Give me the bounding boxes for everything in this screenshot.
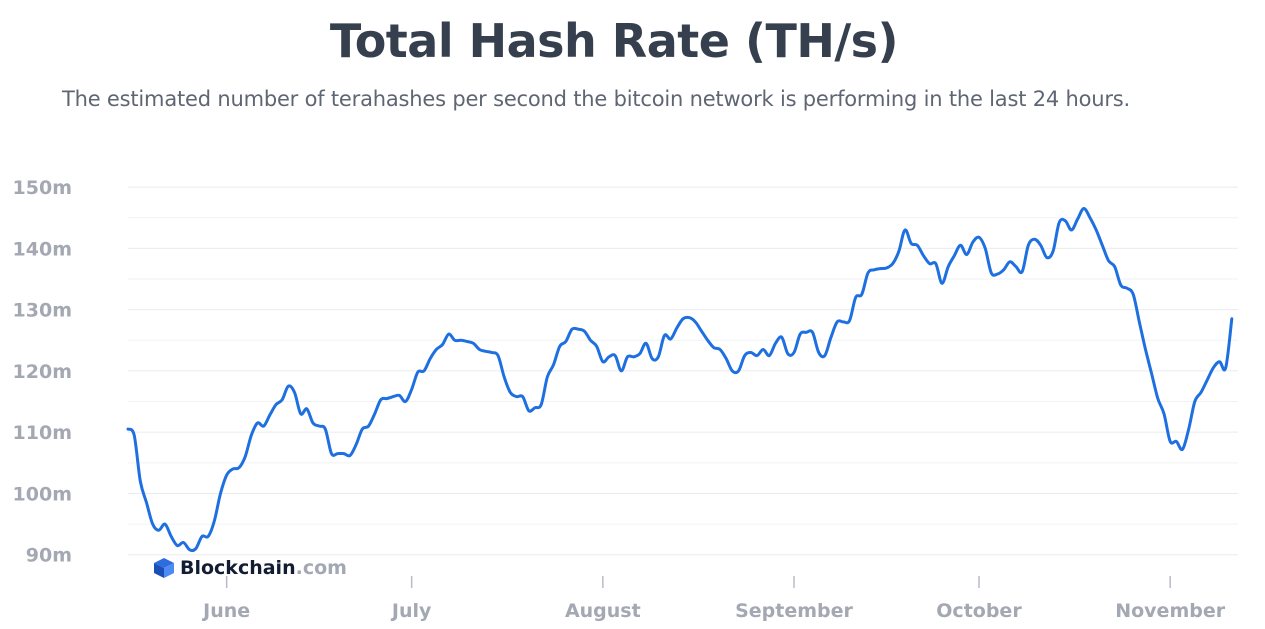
watermark-suffix: .com (296, 557, 347, 579)
blockchain-cube-icon (154, 558, 174, 578)
x-tick-label: October (936, 600, 1022, 622)
watermark-brand: Blockchain (180, 557, 296, 579)
y-tick-label: 130m (13, 300, 72, 322)
y-tick-label: 110m (13, 422, 72, 444)
x-tick-label: August (565, 600, 641, 622)
x-tick-label: September (735, 600, 853, 622)
chart-subtitle: The estimated number of terahashes per s… (62, 87, 1131, 111)
x-tick-label: June (201, 600, 250, 622)
y-tick-label: 120m (13, 361, 72, 383)
blockchain-watermark: Blockchain.com (154, 557, 347, 579)
y-tick-label: 100m (13, 483, 72, 505)
hash-rate-series-line (126, 207, 1234, 553)
watermark-brand-text: Blockchain.com (180, 557, 347, 579)
x-axis: June July August September October November (201, 576, 1226, 622)
grid-lines (128, 186, 1238, 556)
y-tick-label: 90m (26, 545, 72, 567)
y-axis-ticks: 90m 100m 110m 120m 130m 140m 150m (13, 177, 72, 567)
x-tick-label: July (390, 600, 432, 622)
y-tick-label: 150m (13, 177, 72, 199)
chart-title: Total Hash Rate (TH/s) (329, 14, 899, 68)
x-tick-label: November (1115, 600, 1226, 622)
y-tick-label: 140m (13, 238, 72, 260)
